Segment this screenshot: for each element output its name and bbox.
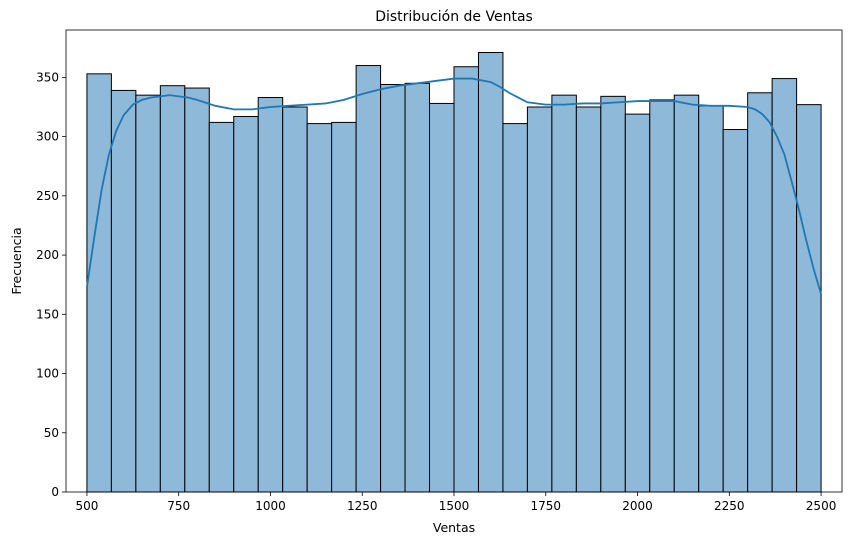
histogram-bar xyxy=(673,94,700,493)
y-tick-label: 300 xyxy=(36,130,59,144)
x-tick-label: 500 xyxy=(75,499,98,513)
y-tick-label: 350 xyxy=(36,70,59,84)
histogram-bar xyxy=(282,106,308,493)
x-axis-label: Ventas xyxy=(433,520,475,535)
histogram-bar xyxy=(477,52,504,493)
x-tick-label: 2250 xyxy=(714,499,745,513)
histogram-bar xyxy=(453,66,479,493)
histogram-bar xyxy=(355,65,382,493)
histogram-bar xyxy=(380,83,406,493)
histogram-bar xyxy=(600,95,626,493)
histogram-bar xyxy=(771,78,798,493)
histogram-bar xyxy=(257,97,284,493)
histogram-bar xyxy=(551,94,577,493)
y-tick-label: 150 xyxy=(36,307,59,321)
histogram-bar xyxy=(159,85,186,493)
x-tick-label: 750 xyxy=(167,499,190,513)
y-tick-label: 100 xyxy=(36,367,59,381)
histogram-bar xyxy=(135,94,161,493)
histogram-bar xyxy=(404,82,431,493)
x-tick-label: 1000 xyxy=(255,499,286,513)
histogram-bar xyxy=(649,99,675,493)
y-tick-label: 0 xyxy=(51,485,59,499)
y-axis-ticks: 0 50 100 150 200 250 300 350 xyxy=(36,70,66,499)
histogram-bar xyxy=(86,73,112,493)
x-tick-label: 2500 xyxy=(806,499,837,513)
histogram-bar xyxy=(184,87,210,493)
y-axis-label: Frecuencia xyxy=(9,227,24,294)
histogram-bar xyxy=(575,106,602,493)
histogram-bar xyxy=(747,92,773,493)
histogram-bar xyxy=(208,121,235,493)
histogram-bar xyxy=(698,105,724,493)
histogram-bar xyxy=(110,89,137,493)
y-tick-label: 250 xyxy=(36,189,59,203)
x-axis-ticks: 500 750 1000 1250 1500 1750 2000 2250 2500 xyxy=(75,492,836,513)
histogram-bar xyxy=(502,123,528,493)
y-tick-label: 50 xyxy=(44,426,59,440)
histogram-bar xyxy=(796,104,822,493)
histogram-bars xyxy=(86,52,822,493)
histogram-bar xyxy=(624,113,651,493)
x-tick-label: 1500 xyxy=(439,499,470,513)
kde-line xyxy=(86,77,822,295)
histogram-bar xyxy=(526,106,553,493)
x-tick-label: 1250 xyxy=(347,499,378,513)
chart-title: Distribución de Ventas xyxy=(375,9,533,25)
x-tick-label: 2000 xyxy=(622,499,653,513)
x-tick-label: 1750 xyxy=(530,499,561,513)
y-tick-label: 200 xyxy=(36,248,59,262)
histogram-bar xyxy=(331,121,357,493)
histogram-bar xyxy=(429,102,455,493)
histogram-bar xyxy=(722,129,749,493)
histogram-bar xyxy=(306,123,333,493)
histogram-bar xyxy=(233,115,259,493)
